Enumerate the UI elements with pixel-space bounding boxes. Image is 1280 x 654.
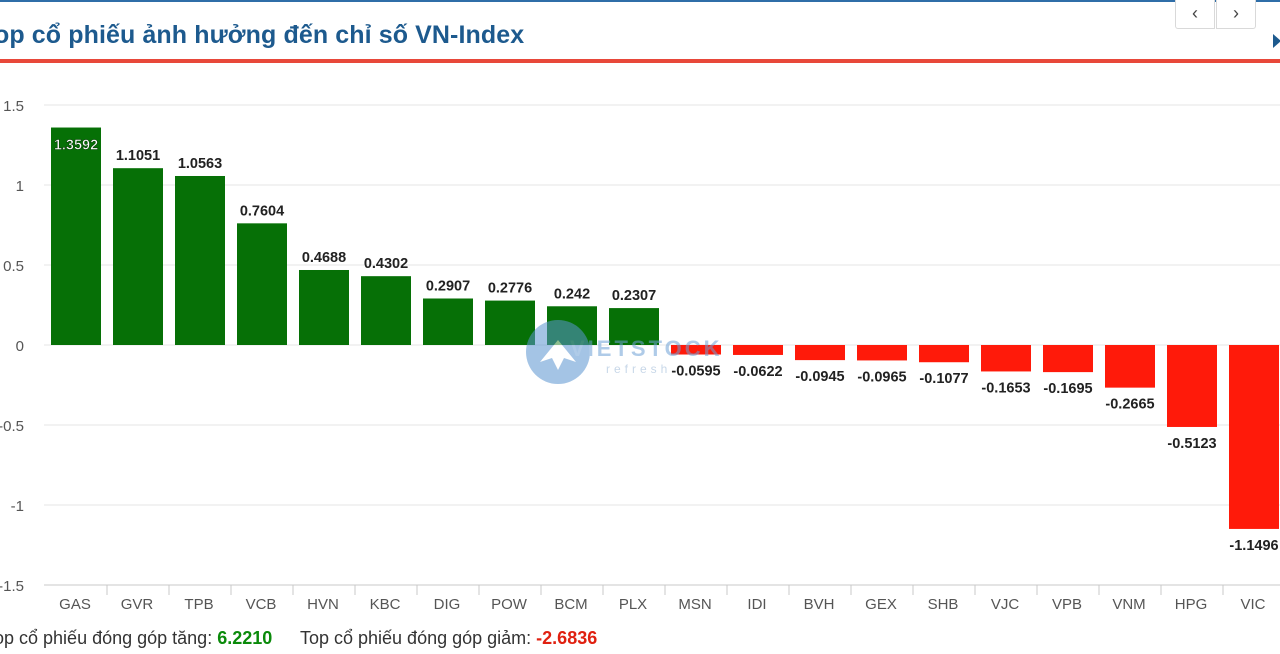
x-tick-label: DIG <box>434 596 461 613</box>
down-total: -2.6836 <box>536 628 598 648</box>
bar-bvh[interactable] <box>795 345 845 361</box>
data-label: -0.0595 <box>671 364 720 380</box>
bar-hvn[interactable] <box>299 269 349 345</box>
x-tick-label: VJC <box>991 596 1020 613</box>
x-tick-label: VPB <box>1052 596 1082 613</box>
y-tick-label: -1.5 <box>0 578 24 595</box>
y-tick-label: -0.5 <box>0 418 24 435</box>
data-label: -0.0622 <box>733 364 782 380</box>
data-label: -0.1077 <box>919 371 968 387</box>
next-button[interactable]: › <box>1216 0 1256 29</box>
summary-footer: op cổ phiếu đóng góp tăng: 6.2210 Top cổ… <box>0 628 597 649</box>
play-arrow-icon[interactable] <box>1273 34 1280 48</box>
x-tick-label: GAS <box>59 596 91 613</box>
bar-pow[interactable] <box>485 300 535 345</box>
data-label: -0.0965 <box>857 369 906 385</box>
bar-chart: 1.5 1 0.5 0 -0.5 -1 -1.5 1.3592 1.1051 1.0563 0.7… <box>0 98 1280 613</box>
bar-vjc[interactable] <box>981 345 1031 372</box>
x-tick-label: VNM <box>1112 596 1145 613</box>
x-tick-label: MSN <box>678 596 711 613</box>
y-tick-label: 1.5 <box>3 98 24 115</box>
bar-idi[interactable] <box>733 345 783 355</box>
bars <box>51 127 1279 529</box>
y-tick-label: 0.5 <box>3 258 24 275</box>
y-tick-label: -1 <box>11 498 24 515</box>
up-total: 6.2210 <box>217 628 273 648</box>
x-tick-label: BCM <box>554 596 587 613</box>
chevron-left-icon: ‹ <box>1192 3 1198 23</box>
bar-dig[interactable] <box>423 298 473 345</box>
bar-hpg[interactable] <box>1167 345 1217 427</box>
data-labels: 1.3592 1.1051 1.0563 0.7604 0.4688 0.4302 0.29… <box>54 137 1279 554</box>
bar-shb[interactable] <box>919 345 969 363</box>
bar-vic[interactable] <box>1229 345 1279 529</box>
top-rule <box>0 0 1280 2</box>
data-label: -1.1496 <box>1229 538 1278 554</box>
watermark-text: VIETSTOCK <box>570 336 723 361</box>
chart-header: op cổ phiếu ảnh hưởng đến chỉ số VN-Inde… <box>0 0 1280 64</box>
x-tick-label: BVH <box>804 596 835 613</box>
data-label: 0.4688 <box>302 250 346 266</box>
data-label: 0.7604 <box>240 203 284 219</box>
data-label: 0.2307 <box>612 288 656 304</box>
y-axis-ticks: 1.5 1 0.5 0 -0.5 -1 -1.5 <box>0 98 24 595</box>
x-tick-label: IDI <box>747 596 766 613</box>
y-tick-label: 1 <box>16 178 24 195</box>
y-tick-label: 0 <box>16 338 24 355</box>
x-tick-label: GEX <box>865 596 897 613</box>
pager-controls: ‹ › <box>1175 0 1257 30</box>
x-tick-label: SHB <box>928 596 959 613</box>
x-tick-label: HVN <box>307 596 339 613</box>
data-label: -0.0945 <box>795 369 844 385</box>
x-tick-label: POW <box>491 596 528 613</box>
x-tick-label: VCB <box>246 596 277 613</box>
data-label: 0.4302 <box>364 256 408 272</box>
page-title: op cổ phiếu ảnh hưởng đến chỉ số VN-Inde… <box>0 21 525 49</box>
bar-plx[interactable] <box>609 308 659 345</box>
chevron-right-icon: › <box>1233 3 1239 23</box>
data-label: 1.3592 <box>54 138 98 154</box>
bar-msn[interactable] <box>671 345 721 355</box>
x-tick-label: HPG <box>1175 596 1208 613</box>
data-label: -0.1653 <box>981 380 1030 396</box>
x-axis-ticks: GAS GVR TPB VCB HVN KBC DIG POW BCM PLX MSN IDI BVH G… <box>59 585 1266 613</box>
data-label: -0.5123 <box>1167 436 1216 452</box>
accent-divider <box>0 59 1280 63</box>
data-label: 0.2907 <box>426 278 470 294</box>
vietstock-watermark: VIETSTOCK refresh <box>518 318 768 390</box>
data-label: 1.1051 <box>116 148 160 164</box>
x-tick-label: VIC <box>1240 596 1265 613</box>
bar-vpb[interactable] <box>1043 345 1093 373</box>
up-label: op cổ phiếu đóng góp tăng: <box>0 628 213 648</box>
bar-kbc[interactable] <box>361 276 411 345</box>
bar-vnm[interactable] <box>1105 345 1155 388</box>
down-label: Top cổ phiếu đóng góp giảm: <box>299 628 532 648</box>
data-label: 1.0563 <box>178 156 222 172</box>
bar-gex[interactable] <box>857 345 907 361</box>
data-label: 0.2776 <box>488 281 532 297</box>
x-tick-label: GVR <box>121 596 154 613</box>
x-tick-label: KBC <box>370 596 401 613</box>
bar-tpb[interactable] <box>175 175 225 345</box>
prev-button[interactable]: ‹ <box>1175 0 1215 29</box>
watermark-subtext: refresh <box>606 362 672 376</box>
data-label: -0.1695 <box>1043 381 1092 397</box>
x-tick-label: PLX <box>619 596 647 613</box>
x-tick-label: TPB <box>184 596 213 613</box>
data-label: -0.2665 <box>1105 397 1154 413</box>
bar-vcb[interactable] <box>237 223 287 345</box>
bar-gvr[interactable] <box>113 168 163 345</box>
bar-gas[interactable] <box>51 127 101 345</box>
data-label: 0.242 <box>554 286 590 302</box>
